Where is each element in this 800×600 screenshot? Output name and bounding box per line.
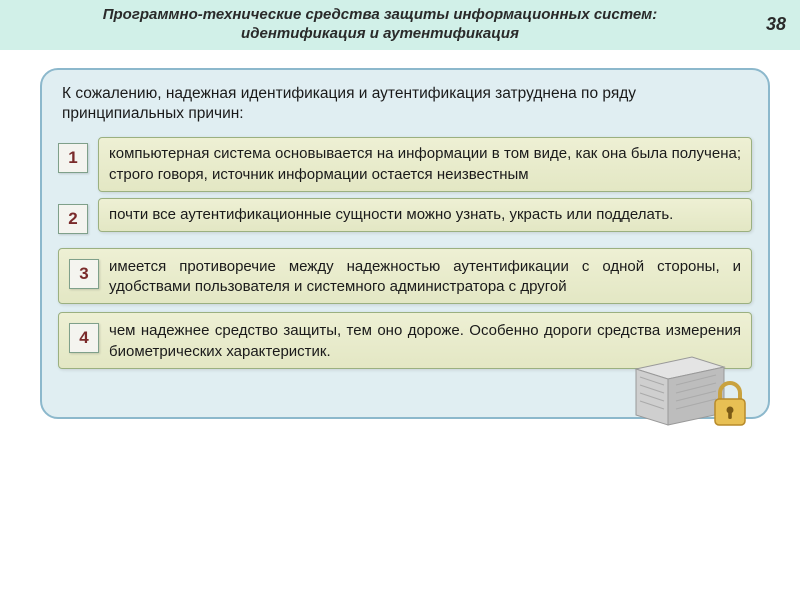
reason-row-3: 3 имеется противоречие между надежностью… <box>58 248 752 305</box>
intro-text: К сожалению, надежная идентификация и ау… <box>58 84 752 126</box>
reason-number: 3 <box>69 259 99 289</box>
reason-text: почти все аутентификационные сущности мо… <box>98 198 752 232</box>
reason-number: 4 <box>69 323 99 353</box>
reason-text: имеется противоречие между надежностью а… <box>109 255 741 298</box>
reason-row-2: 2 почти все аутентификационные сущности … <box>58 198 752 234</box>
title-line-2: идентификация и аутентификация <box>241 25 519 42</box>
slide-title: Программно-технические средства защиты и… <box>14 6 746 44</box>
reason-number: 1 <box>58 143 88 173</box>
slide-header: Программно-технические средства защиты и… <box>0 0 800 50</box>
reason-row-4: 4 чем надежнее средство защиты, тем оно … <box>58 312 752 369</box>
reason-group-34: 3 имеется противоречие между надежностью… <box>58 248 752 369</box>
reason-number: 2 <box>58 204 88 234</box>
reason-text: чем надежнее средство защиты, тем оно до… <box>109 319 741 362</box>
reason-text: компьютерная система основывается на инф… <box>98 137 752 192</box>
title-line-1: Программно-технические средства защиты и… <box>103 6 658 23</box>
content-card: К сожалению, надежная идентификация и ау… <box>40 68 770 419</box>
slide-number: 38 <box>766 14 786 35</box>
reason-row-1: 1 компьютерная система основывается на и… <box>58 137 752 192</box>
